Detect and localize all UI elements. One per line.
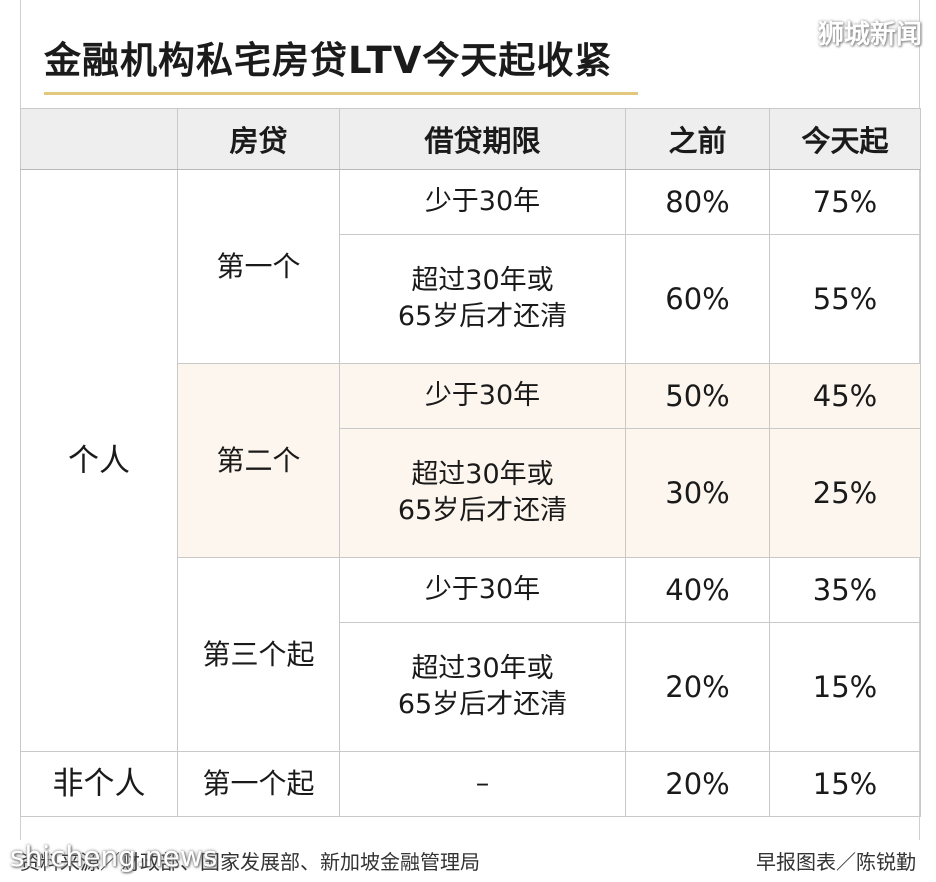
term-line: 超过30年或 — [411, 459, 554, 490]
term-cell: – — [339, 751, 626, 817]
term-cell: 超过30年或 65岁后才还清 — [339, 622, 626, 752]
term-cell: 少于30年 — [339, 557, 626, 623]
term-cell: 超过30年或 65岁后才还清 — [339, 428, 626, 558]
credit-note: 早报图表／陈锐勤 — [756, 850, 916, 874]
table-row: 个人 第一个 少于30年 80% 75% — [20, 169, 921, 752]
header-category — [20, 108, 178, 170]
ltv-table: 房贷 借贷期限 之前 今天起 个人 第一个 少于30年 80% 75% 超过30… — [20, 108, 921, 817]
term-cell: 少于30年 — [339, 363, 626, 429]
table-row: 超过30年或 65岁后才还清 60% 55% — [21, 234, 921, 364]
header-term: 借贷期限 — [339, 108, 626, 170]
header-before: 之前 — [625, 108, 770, 170]
before-value: 30% — [625, 428, 770, 558]
term-line: 65岁后才还清 — [397, 495, 568, 526]
after-value: 15% — [769, 622, 921, 752]
after-value: 35% — [769, 557, 921, 623]
term-line: – — [475, 768, 490, 799]
loan-first-onwards: 第一个起 — [177, 751, 340, 817]
title-underline — [44, 92, 638, 95]
header-from-today: 今天起 — [769, 108, 921, 170]
header-loan: 房贷 — [177, 108, 340, 170]
before-value: 60% — [625, 234, 770, 364]
watermark-bottom: shicheng.news — [10, 840, 218, 873]
table-row: 非个人 第一个起 – 20% 15% — [20, 751, 921, 817]
before-value: 80% — [625, 169, 770, 235]
term-line: 65岁后才还清 — [397, 689, 568, 720]
after-value: 45% — [769, 363, 921, 429]
table-row: 超过30年或 65岁后才还清 30% 25% — [21, 428, 921, 558]
term-cell: 少于30年 — [339, 169, 626, 235]
term-line: 少于30年 — [424, 186, 541, 217]
term-line: 超过30年或 — [411, 265, 554, 296]
page-title: 金融机构私宅房贷LTV今天起收紧 — [44, 39, 613, 82]
watermark-top: 狮城新闻 — [817, 20, 922, 50]
group-non-individual: 非个人 — [20, 751, 178, 817]
term-line: 超过30年或 — [411, 653, 554, 684]
table-row: 第三个起 少于30年 40% 35% — [21, 557, 921, 752]
before-value: 20% — [625, 751, 770, 817]
table-header-row: 房贷 借贷期限 之前 今天起 — [20, 108, 921, 170]
before-value: 50% — [625, 363, 770, 429]
after-value: 75% — [769, 169, 921, 235]
group-individual: 个人 — [20, 169, 178, 752]
after-value: 15% — [769, 751, 921, 817]
after-value: 55% — [769, 234, 921, 364]
table-row: 超过30年或 65岁后才还清 20% 15% — [21, 622, 921, 752]
loan-third-onwards: 第三个起 — [177, 557, 340, 752]
term-line: 少于30年 — [424, 380, 541, 411]
source-note: 资料来源／财政部、国家发展部、新加坡金融管理局 — [20, 850, 480, 874]
term-line: 少于30年 — [424, 574, 541, 605]
loan-first: 第一个 — [177, 169, 340, 364]
before-value: 40% — [625, 557, 770, 623]
term-line: 65岁后才还清 — [397, 301, 568, 332]
term-cell: 超过30年或 65岁后才还清 — [339, 234, 626, 364]
after-value: 25% — [769, 428, 921, 558]
before-value: 20% — [625, 622, 770, 752]
loan-second: 第二个 — [177, 363, 340, 558]
table-row: 第二个 少于30年 50% 45% — [21, 363, 921, 558]
